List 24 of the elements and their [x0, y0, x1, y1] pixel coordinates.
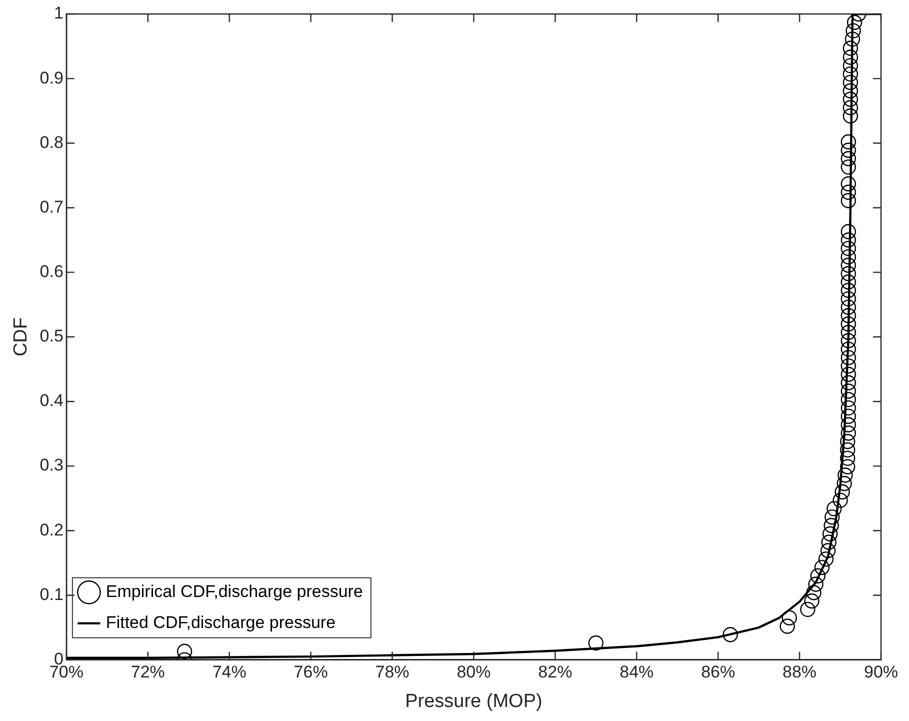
- y-tick-label: 0.5: [40, 326, 64, 346]
- x-tick-label: 72%: [130, 662, 165, 682]
- y-tick-label: 0.4: [40, 391, 64, 410]
- x-tick-label: 74%: [212, 662, 246, 682]
- x-tick-label: 86%: [701, 662, 736, 682]
- y-tick-label: 0.6: [40, 262, 64, 282]
- x-axis-title: Pressure (MOP): [405, 690, 542, 712]
- x-tick-label: 82%: [538, 662, 572, 682]
- x-tick-label: 76%: [294, 662, 328, 682]
- y-axis-title: CDF: [10, 317, 32, 356]
- x-tick-label: 88%: [782, 662, 817, 682]
- y-tick-label: 0.3: [40, 456, 64, 475]
- y-tick-label: 0.1: [40, 584, 64, 604]
- y-tick-label: 0.8: [40, 132, 64, 152]
- x-tick-label: 78%: [375, 662, 410, 682]
- x-tick-label: 84%: [620, 662, 654, 682]
- legend-label: Empirical CDF,discharge pressure: [106, 582, 363, 601]
- y-tick-label: 0.2: [40, 520, 64, 540]
- x-tick-label: 90%: [864, 662, 898, 682]
- y-tick-label: 0.7: [40, 197, 64, 216]
- y-tick-label: 1: [54, 4, 64, 23]
- x-tick-label: 80%: [456, 662, 491, 682]
- legend-label: Fitted CDF,discharge pressure: [106, 612, 336, 632]
- y-tick-label: 0.9: [40, 68, 64, 88]
